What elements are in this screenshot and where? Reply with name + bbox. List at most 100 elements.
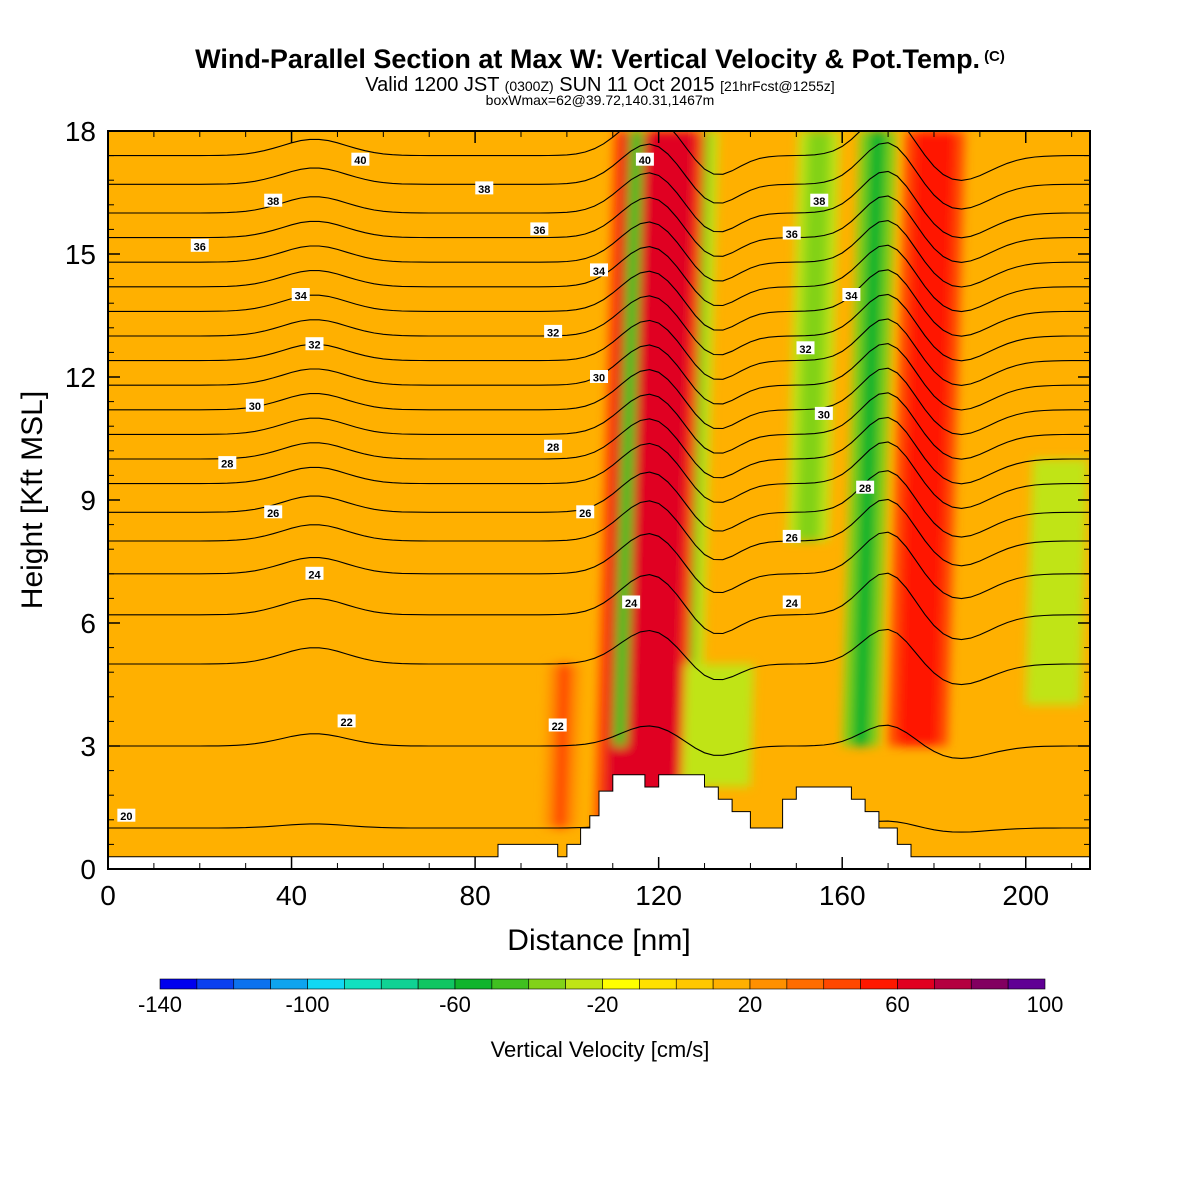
colorbar-swatch <box>196 978 235 990</box>
contour-label: 34 <box>590 263 608 278</box>
colorbar-swatch <box>860 978 898 990</box>
contour-label: 32 <box>796 341 815 356</box>
svg-text:28: 28 <box>859 483 871 495</box>
colorbar-swatch <box>270 978 308 990</box>
colorbar-swatch <box>454 978 493 990</box>
colorbar-tick-label: 20 <box>738 992 762 1017</box>
contour-label: 28 <box>544 439 563 454</box>
svg-text:22: 22 <box>340 717 352 729</box>
isentrope <box>108 392 1090 460</box>
colorbar-tick-label: -20 <box>587 992 619 1017</box>
x-tick: 0 <box>100 131 116 911</box>
x-tick: 160 <box>819 131 866 911</box>
isentrope <box>108 367 1090 436</box>
isentrope <box>108 416 1090 485</box>
svg-text:38: 38 <box>478 184 490 196</box>
svg-text:34: 34 <box>845 291 858 303</box>
svg-text:38: 38 <box>813 196 825 208</box>
downdraft-core <box>681 664 754 787</box>
isentrope <box>108 269 1090 337</box>
svg-text:24: 24 <box>625 598 638 610</box>
colorbar-swatch <box>675 978 714 990</box>
svg-text:30: 30 <box>818 409 830 421</box>
x-tick: 40 <box>276 131 307 911</box>
colorbar-swatch <box>639 978 677 990</box>
contour-label: 40 <box>351 152 370 167</box>
vertical-velocity-field <box>108 131 1090 869</box>
contour-label: 34 <box>842 288 861 303</box>
svg-text:30: 30 <box>249 401 261 413</box>
y-tick-label: 6 <box>80 608 96 639</box>
terrain-profile <box>107 774 1091 870</box>
colorbar-swatch <box>749 978 788 990</box>
colorbar-swatch <box>344 978 382 990</box>
x-tick: 200 <box>1002 131 1049 911</box>
isentrope <box>108 441 1090 509</box>
x-tick-label: 0 <box>100 880 116 911</box>
downdraft-core <box>1025 459 1088 705</box>
x-tick: 120 <box>635 131 682 911</box>
contour-labels: 20 22 22 24 24 24 26 26 26 28 28 28 30 30 30 32 32 32 34 34… <box>117 152 875 823</box>
y-tick: 18 <box>65 116 1090 147</box>
isentrope <box>108 244 1090 313</box>
svg-text:40: 40 <box>639 155 651 167</box>
x-tick-label: 80 <box>460 880 491 911</box>
contour-label: 28 <box>856 480 875 495</box>
y-tick-label: 18 <box>65 116 96 147</box>
downdraft-core <box>851 131 887 746</box>
contour-label: 22 <box>337 714 356 729</box>
contour-label: 32 <box>544 324 563 339</box>
y-axis-label: Height [Kft MSL] <box>16 391 49 609</box>
isentrope <box>108 131 1090 181</box>
contour-label: 26 <box>264 505 283 520</box>
colorbar-tick-label: -60 <box>439 992 471 1017</box>
svg-text:30: 30 <box>593 373 605 385</box>
svg-text:32: 32 <box>308 340 320 352</box>
contour-label: 38 <box>810 193 829 208</box>
isentrope <box>108 142 1090 210</box>
colorbar-swatch <box>823 978 861 990</box>
x-tick-label: 200 <box>1002 880 1049 911</box>
colorbar-tick-label: -100 <box>285 992 329 1017</box>
x-tick: 80 <box>460 131 491 911</box>
colorbar-swatch <box>897 978 935 990</box>
y-tick-label: 0 <box>80 854 96 885</box>
colorbar-swatch <box>491 978 530 990</box>
colorbar-tick-label: 100 <box>1027 992 1064 1017</box>
y-tick: 12 <box>65 362 1090 393</box>
colorbar-tick-label: 60 <box>885 992 909 1017</box>
chart-title: Wind-Parallel Section at Max W: Vertical… <box>195 44 1005 74</box>
svg-text:24: 24 <box>786 598 799 610</box>
contour-label: 26 <box>782 529 801 544</box>
colorbar-label: Vertical Velocity [cm/s] <box>491 1037 710 1062</box>
contour-label: 40 <box>635 152 654 167</box>
x-tick-label: 120 <box>635 880 682 911</box>
contour-label: 30 <box>245 398 264 413</box>
contour-label: 36 <box>782 226 801 241</box>
svg-text:28: 28 <box>221 459 233 471</box>
y-tick: 15 <box>65 239 1090 270</box>
colorbar: -140 -100 -60 -20 20 60 100 <box>138 978 1064 1017</box>
y-tick-label: 12 <box>65 362 96 393</box>
isentrope <box>108 628 1090 686</box>
colorbar-swatch <box>380 978 419 990</box>
contour-label: 22 <box>548 718 567 733</box>
isentrope <box>108 220 1090 288</box>
colorbar-swatch <box>712 978 751 990</box>
contour-label: 36 <box>530 222 549 237</box>
x-tick-label: 160 <box>819 880 866 911</box>
isentrope <box>108 195 1090 263</box>
colorbar-swatch <box>528 978 566 990</box>
terrain <box>107 774 1091 870</box>
contour-label: 24 <box>782 595 801 610</box>
contour-label: 38 <box>264 193 283 208</box>
contour-label: 38 <box>475 181 494 196</box>
colorbar-swatch <box>602 978 640 990</box>
colorbar-swatch <box>159 978 198 990</box>
svg-text:34: 34 <box>295 291 308 303</box>
contour-label: 30 <box>590 370 608 385</box>
contour-label: 28 <box>218 456 237 471</box>
isentrope <box>108 531 1090 600</box>
